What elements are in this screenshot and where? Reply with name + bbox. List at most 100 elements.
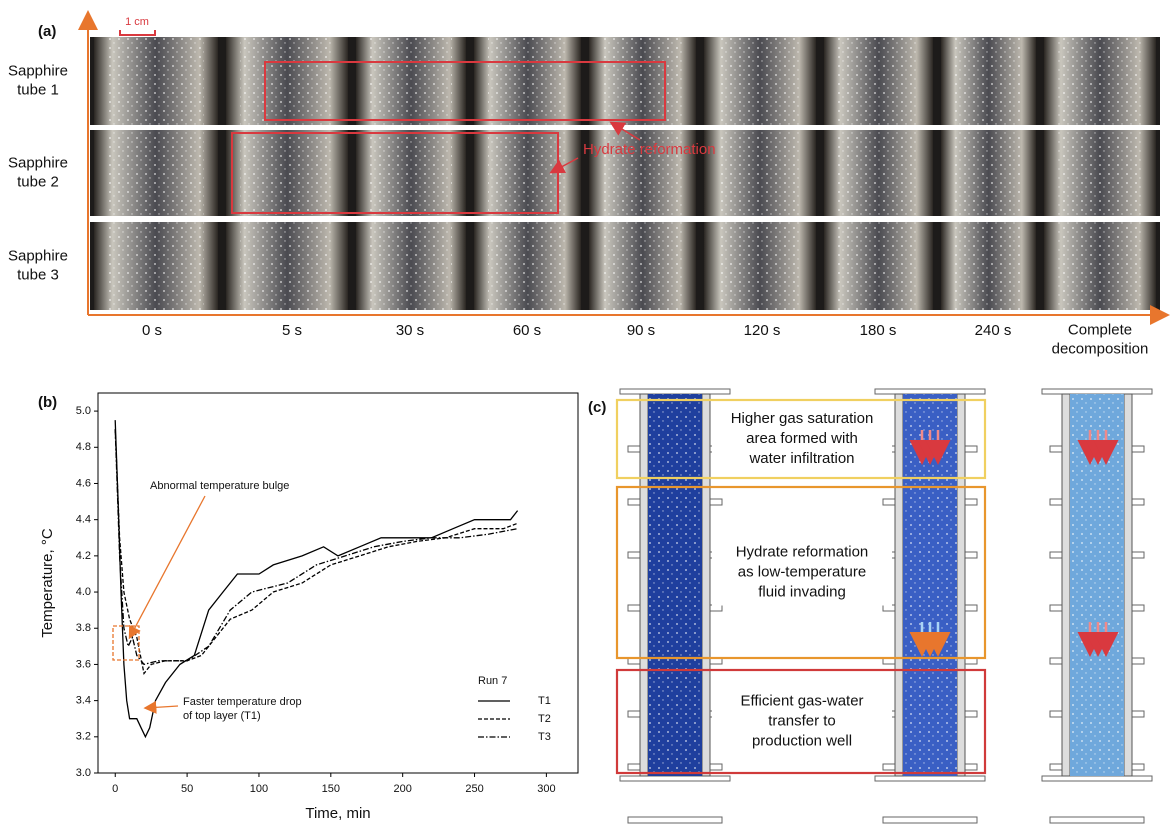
photo-texture <box>838 130 919 216</box>
region-text: water infiltration <box>748 450 854 467</box>
panel-c: (c) Higher gas saturation area formed with… <box>588 389 1152 823</box>
photo-texture <box>603 37 682 125</box>
y-tick-label: 3.6 <box>76 658 91 670</box>
row-label: tube 2 <box>17 173 59 190</box>
y-tick-label: 5.0 <box>76 405 91 417</box>
photo-texture <box>488 37 567 125</box>
series-line <box>115 429 517 664</box>
y-tick-label: 4.4 <box>76 514 91 526</box>
photo-texture <box>838 222 919 310</box>
photo-texture <box>838 37 919 125</box>
tube-flange <box>875 389 985 394</box>
panel-label: (b) <box>38 394 57 411</box>
legend-title: Run 7 <box>478 675 507 687</box>
row-label: tube 1 <box>17 81 59 98</box>
x-tick-label: 250 <box>465 783 483 795</box>
tube-flange <box>620 389 730 394</box>
tube-bracket <box>1050 817 1144 823</box>
y-tick-label: 4.8 <box>76 441 91 453</box>
y-axis-label: Temperature, °C <box>39 528 56 638</box>
photo-texture <box>370 37 452 125</box>
y-tick-label: 3.4 <box>76 695 91 707</box>
tube-wall <box>702 394 710 776</box>
annotation: Hydrate reformation <box>583 141 716 158</box>
region-text: Higher gas saturation <box>731 410 874 427</box>
tube-flange <box>620 776 730 781</box>
tube-wall <box>640 394 648 776</box>
row-label: Sapphire <box>8 154 68 171</box>
time-label: 0 s <box>142 322 162 339</box>
region-text: production well <box>752 732 852 749</box>
tube-wall <box>1062 394 1070 776</box>
x-tick-label: 100 <box>250 783 268 795</box>
highlight-box <box>113 626 139 660</box>
legend-label: T1 <box>538 695 551 707</box>
region-text: transfer to <box>768 712 836 729</box>
y-tick-label: 4.6 <box>76 477 91 489</box>
photo-texture <box>955 37 1022 125</box>
annotation-arrow <box>146 706 178 708</box>
tube-texture <box>648 394 702 776</box>
row-label: Sapphire <box>8 247 68 264</box>
photo-texture <box>108 222 204 310</box>
annotation: Faster temperature drop <box>183 696 302 708</box>
plot-frame <box>98 393 578 773</box>
time-label: 5 s <box>282 322 302 339</box>
tube-flange <box>1042 776 1152 781</box>
annotation-arrow <box>130 496 205 637</box>
time-label: 30 s <box>396 322 424 339</box>
photo-texture <box>718 222 802 310</box>
photo-texture <box>603 222 682 310</box>
photo-texture <box>955 222 1022 310</box>
photo-texture <box>718 37 802 125</box>
x-tick-label: 0 <box>112 783 118 795</box>
x-tick-label: 200 <box>393 783 411 795</box>
photo-texture <box>240 222 334 310</box>
y-tick-label: 4.0 <box>76 586 91 598</box>
time-label: decomposition <box>1052 340 1149 357</box>
x-tick-label: 150 <box>322 783 340 795</box>
time-label: 120 s <box>744 322 781 339</box>
time-label: 180 s <box>860 322 897 339</box>
tube-bracket <box>883 817 977 823</box>
x-tick-label: 300 <box>537 783 555 795</box>
scale-label: 1 cm <box>125 16 149 28</box>
tube-wall <box>957 394 965 776</box>
photo-texture <box>955 130 1022 216</box>
photo-texture <box>240 130 334 216</box>
photo-texture <box>1058 222 1142 310</box>
annotation: Abnormal temperature bulge <box>150 480 289 492</box>
tube-flange <box>875 776 985 781</box>
photo-texture <box>370 222 452 310</box>
y-tick-label: 3.2 <box>76 731 91 743</box>
photo-texture <box>240 37 334 125</box>
region-text: Efficient gas-water <box>740 692 863 709</box>
photo-texture <box>1058 37 1142 125</box>
panel-label: (c) <box>588 399 606 416</box>
x-tick-label: 50 <box>181 783 193 795</box>
time-label: 240 s <box>975 322 1012 339</box>
tube-wall <box>895 394 903 776</box>
page: { "panel_a": { "label": "(a)", "scale": … <box>0 0 1171 828</box>
tube-wall <box>1124 394 1132 776</box>
region-text: as low-temperature <box>738 563 866 580</box>
photo-texture <box>370 130 452 216</box>
figure: (a)Sapphiretube 1Sapphiretube 2Sapphiret… <box>0 0 1171 828</box>
time-label: 90 s <box>627 322 655 339</box>
photo-texture <box>108 37 204 125</box>
tube-bracket <box>628 817 722 823</box>
region-text: Hydrate reformation <box>736 543 869 560</box>
y-tick-label: 3.8 <box>76 622 91 634</box>
region-text: area formed with <box>746 430 858 447</box>
row-label: tube 3 <box>17 266 59 283</box>
tube-flange <box>1042 389 1152 394</box>
row-label: Sapphire <box>8 62 68 79</box>
annotation: of top layer (T1) <box>183 710 261 722</box>
photo-texture <box>488 130 567 216</box>
y-tick-label: 4.2 <box>76 550 91 562</box>
x-axis-label: Time, min <box>305 805 370 822</box>
photo-texture <box>1058 130 1142 216</box>
time-label: Complete <box>1068 321 1132 338</box>
